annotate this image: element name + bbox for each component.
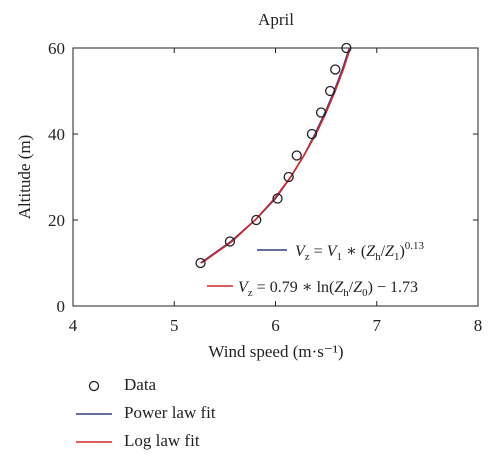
plot-area-frame — [72, 47, 479, 307]
x-tick-label: 4 — [69, 316, 78, 335]
data-point-marker — [341, 42, 352, 54]
data-point-marker — [195, 257, 206, 269]
axis-tick-labels: 4 5 6 7 8 0 20 40 60 — [48, 39, 482, 335]
bottom-legend-label: Power law fit — [124, 403, 216, 422]
data-point-marker — [315, 107, 327, 118]
bottom-legend-label: Data — [124, 375, 157, 394]
inner-legend-log-equation: Vz = 0.79 ∗ ln(Zh/Z0) − 1.73 — [238, 279, 418, 299]
y-tick-label: 40 — [48, 125, 65, 144]
data-point-marker — [291, 150, 302, 161]
axis-ticks — [72, 47, 479, 307]
bottom-legend: Data Power law fit Log law fit — [70, 372, 330, 456]
data-point-marker — [272, 193, 283, 204]
inner-legend-power-equation: Vz = V1 ∗ (Zh/Z1)0.13 — [295, 240, 425, 263]
x-tick-label: 6 — [271, 316, 280, 335]
x-tick-label: 8 — [474, 316, 483, 335]
bottom-legend-item-log-law: Log law fit — [70, 428, 330, 456]
y-tick-label: 60 — [48, 39, 65, 58]
data-point-marker — [330, 64, 341, 75]
data-point-marker — [283, 171, 294, 183]
data-point-marker — [224, 236, 236, 247]
data-point-marker — [325, 85, 336, 97]
red-line-swatch-icon — [76, 441, 112, 443]
inner-legend: Vz = V1 ∗ (Zh/Z1)0.13 Vz = 0.79 ∗ ln(Zh/… — [207, 240, 425, 299]
data-point-marker — [251, 214, 262, 226]
log-law-fit-line — [201, 47, 352, 264]
x-tick-label: 5 — [170, 316, 179, 335]
blue-line-swatch-icon — [76, 413, 112, 415]
x-tick-label: 7 — [373, 316, 382, 335]
data-point-marker — [306, 128, 318, 140]
bottom-legend-item-data: Data — [70, 372, 330, 400]
x-axis-label: Wind speed (m·s⁻¹) — [208, 342, 343, 361]
series-lines — [200, 47, 352, 264]
chart-title: April — [258, 10, 294, 29]
power-law-fit-line — [200, 47, 351, 264]
bottom-legend-label: Log law fit — [124, 431, 200, 450]
y-tick-label: 20 — [48, 211, 65, 230]
open-circle-marker-icon — [88, 380, 100, 392]
y-tick-label: 0 — [57, 297, 66, 316]
bottom-legend-item-power-law: Power law fit — [70, 400, 330, 428]
y-axis-label: Altitude (m) — [15, 135, 34, 220]
data-markers — [195, 42, 352, 269]
